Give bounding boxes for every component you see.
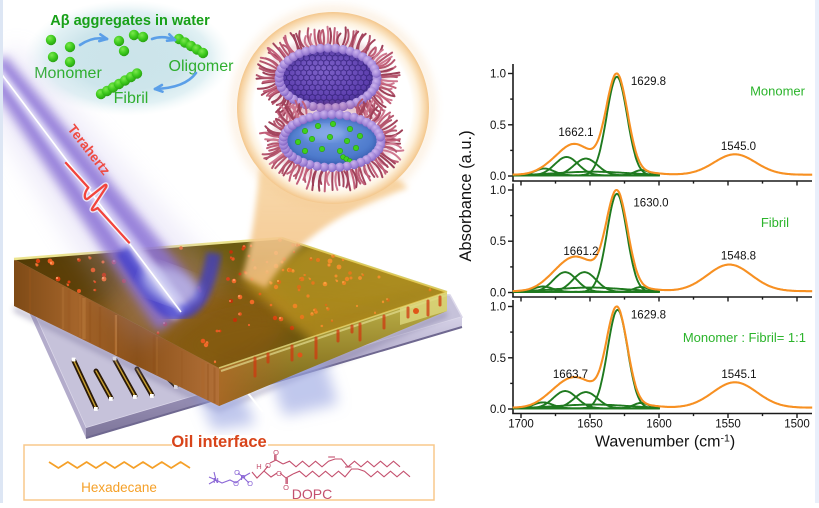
svg-text:1661.2: 1661.2: [563, 246, 598, 258]
svg-text:Monomer : Fibril= 1:1: Monomer : Fibril= 1:1: [683, 330, 806, 345]
svg-text:DOPC: DOPC: [292, 486, 332, 502]
svg-text:O: O: [273, 448, 279, 457]
svg-text:Oligomer: Oligomer: [169, 58, 235, 75]
svg-text:0.5: 0.5: [490, 236, 506, 248]
svg-text:1663.7: 1663.7: [553, 369, 588, 381]
svg-text:O: O: [265, 461, 271, 470]
svg-text:O: O: [233, 479, 239, 488]
svg-text:1600: 1600: [646, 419, 672, 431]
svg-text:0.5: 0.5: [490, 120, 506, 132]
svg-text:H: H: [256, 462, 261, 471]
svg-text:Monomer: Monomer: [34, 65, 102, 82]
svg-text:1700: 1700: [508, 419, 534, 431]
svg-text:1629.8: 1629.8: [631, 310, 666, 322]
svg-text:Fibril: Fibril: [761, 215, 789, 230]
svg-text:Absorbance (a.u.): Absorbance (a.u.): [457, 130, 475, 261]
svg-text:1545.1: 1545.1: [721, 369, 756, 381]
svg-text:1630.0: 1630.0: [633, 198, 668, 210]
svg-text:N: N: [213, 476, 218, 485]
svg-text:1548.8: 1548.8: [721, 251, 756, 263]
svg-text:Hexadecane: Hexadecane: [81, 480, 157, 495]
svg-text:0.0: 0.0: [490, 171, 506, 183]
svg-text:O: O: [234, 468, 240, 477]
svg-text:1545.0: 1545.0: [721, 141, 756, 153]
svg-text:Wavenumber (cm-1): Wavenumber (cm-1): [595, 433, 735, 451]
svg-text:1550: 1550: [715, 419, 741, 431]
svg-text:Monomer: Monomer: [750, 84, 806, 99]
svg-text:O: O: [276, 469, 282, 478]
svg-text:1629.8: 1629.8: [631, 76, 666, 88]
svg-text:1662.1: 1662.1: [558, 127, 593, 139]
svg-text:1650: 1650: [577, 419, 603, 431]
svg-text:O: O: [283, 483, 289, 492]
svg-text:P: P: [240, 473, 245, 482]
svg-text:1.0: 1.0: [490, 302, 506, 314]
svg-text:1.0: 1.0: [490, 69, 506, 81]
svg-text:0.0: 0.0: [490, 404, 506, 416]
svg-text:O: O: [247, 479, 253, 488]
svg-text:Oil interface: Oil interface: [171, 433, 266, 451]
svg-text:0.5: 0.5: [490, 353, 506, 365]
svg-text:1.0: 1.0: [490, 185, 506, 197]
svg-text:Fibril: Fibril: [114, 90, 149, 107]
svg-text:0.0: 0.0: [490, 288, 506, 300]
svg-text:1500: 1500: [784, 419, 810, 431]
svg-text:Aβ aggregates in water: Aβ aggregates in water: [50, 13, 210, 29]
